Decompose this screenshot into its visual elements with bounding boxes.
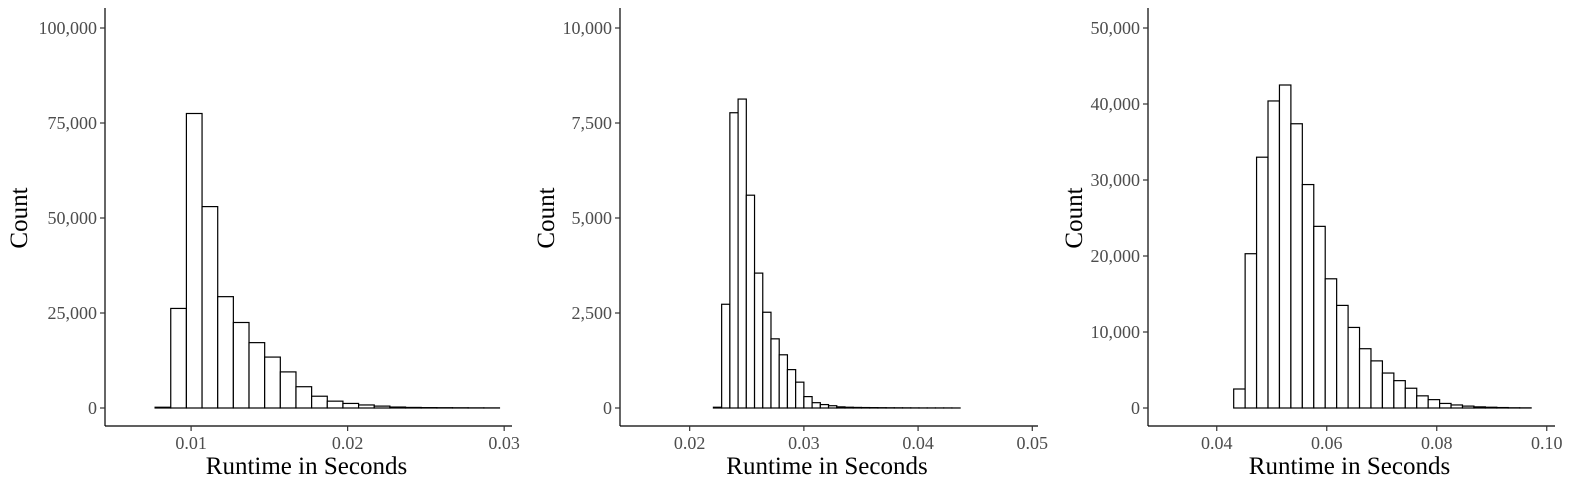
histogram-bar	[1370, 360, 1384, 409]
histogram-bar	[729, 112, 739, 409]
histogram-bar	[1290, 123, 1303, 409]
histogram-bar	[1267, 100, 1281, 409]
histogram-bar	[342, 402, 360, 409]
x-axis-title: Runtime in Seconds	[1249, 453, 1450, 478]
y-tick-label: 10,000	[563, 18, 613, 38]
x-tick-label: 0.05	[1017, 433, 1049, 453]
histogram-bar	[827, 405, 838, 409]
y-tick-label: 40,000	[1091, 94, 1141, 114]
histogram-bar	[185, 112, 203, 409]
histogram-bar	[1404, 387, 1418, 409]
histogram-bar	[1416, 395, 1429, 409]
histogram-bar	[1301, 183, 1315, 409]
bars	[712, 98, 961, 409]
histogram-bar	[1278, 84, 1292, 409]
histogram-bar	[357, 404, 375, 409]
histogram-bar	[217, 296, 234, 409]
x-axis-title: Runtime in Seconds	[206, 453, 407, 478]
histogram-bar	[232, 321, 250, 409]
histogram-bar	[762, 311, 772, 409]
histogram-bar	[1233, 388, 1246, 409]
histogram-bar	[836, 406, 846, 409]
histogram-bar	[201, 206, 219, 409]
x-tick-label: 0.06	[1311, 433, 1343, 453]
histogram-bar	[279, 371, 297, 409]
histogram-bar	[1358, 348, 1372, 409]
y-tick-label: 7,500	[572, 113, 613, 133]
histogram-bar	[1313, 225, 1326, 409]
histogram-bar	[770, 338, 780, 409]
histogram-bar	[326, 400, 344, 409]
bars	[154, 112, 501, 409]
histogram-bar	[1427, 399, 1441, 409]
x-axis-title: Runtime in Seconds	[726, 453, 927, 478]
y-tick-label: 0	[603, 398, 612, 418]
histogram-bar	[1450, 404, 1464, 409]
y-tick-label: 100,000	[39, 18, 98, 38]
histogram-bar	[844, 406, 854, 409]
x-tick-label: 0.04	[1201, 433, 1233, 453]
histogram-bar	[811, 402, 821, 409]
histogram-bar	[786, 369, 797, 409]
y-tick-label: 0	[88, 398, 97, 418]
y-tick-label: 20,000	[1091, 246, 1141, 266]
y-tick-label: 0	[1131, 398, 1140, 418]
histogram-bar	[264, 356, 281, 409]
histogram-bar	[737, 98, 747, 409]
histogram-panel-1: 0 25,000 50,000 75,000 100,000 0.01 0.02 0.03 Ru…	[6, 8, 520, 478]
y-tick-label: 10,000	[1091, 322, 1141, 342]
x-tick-label: 0.03	[788, 433, 820, 453]
histogram-bar	[1393, 380, 1406, 409]
histogram-bar	[1439, 402, 1452, 409]
histogram-bar	[1461, 405, 1475, 409]
x-tick-label: 0.03	[488, 433, 520, 453]
histogram-bar	[373, 405, 391, 409]
x-tick-label: 0.01	[175, 433, 207, 453]
y-axis-title: Count	[6, 187, 33, 248]
histogram-bar	[1484, 406, 1498, 409]
x-tick-label: 0.10	[1531, 433, 1563, 453]
histogram-bar	[295, 386, 313, 409]
histogram-bar	[170, 307, 188, 409]
histogram-bar	[1324, 278, 1338, 409]
histogram-bar	[1244, 253, 1258, 409]
histogram-bar	[753, 272, 764, 409]
y-tick-label: 75,000	[48, 113, 98, 133]
histogram-panel-2: 0 2,500 5,000 7,500 10,000 0.02 0.03 0.04 0.05 Ru…	[533, 8, 1048, 478]
histogram-bar	[712, 406, 723, 409]
histogram-bar	[852, 406, 863, 409]
y-axis-title: Count	[533, 187, 560, 248]
x-tick-label: 0.02	[674, 433, 706, 453]
histogram-bar	[389, 406, 407, 409]
histogram-bar	[778, 354, 789, 409]
bars	[1233, 84, 1532, 409]
histogram-bar	[1473, 406, 1486, 409]
y-tick-label: 2,500	[572, 303, 613, 323]
histogram-panel-3: 0 10,000 20,000 30,000 40,000 50,000 0.04 0.06 0…	[1061, 8, 1563, 478]
histogram-bar	[154, 406, 172, 409]
histogram-bar	[311, 395, 328, 409]
y-tick-label: 50,000	[1091, 18, 1141, 38]
histogram-bar	[1381, 372, 1395, 409]
histogram-bar	[404, 406, 422, 409]
histogram-bar	[795, 381, 805, 409]
histogram-bar	[1336, 304, 1349, 409]
y-axis-title: Count	[1061, 187, 1088, 248]
y-tick-label: 25,000	[48, 303, 98, 323]
histogram-bar	[745, 194, 756, 409]
histogram-bar	[1347, 326, 1361, 409]
histogram-bar	[803, 396, 813, 409]
y-tick-label: 50,000	[48, 208, 98, 228]
y-tick-label: 5,000	[572, 208, 613, 228]
x-tick-label: 0.04	[902, 433, 934, 453]
histogram-bar	[819, 403, 830, 409]
histogram-bar	[248, 342, 266, 409]
histogram-bar	[721, 303, 731, 409]
histogram-bar	[1255, 156, 1269, 409]
x-tick-label: 0.02	[332, 433, 364, 453]
y-tick-label: 30,000	[1091, 170, 1141, 190]
x-tick-label: 0.08	[1421, 433, 1453, 453]
